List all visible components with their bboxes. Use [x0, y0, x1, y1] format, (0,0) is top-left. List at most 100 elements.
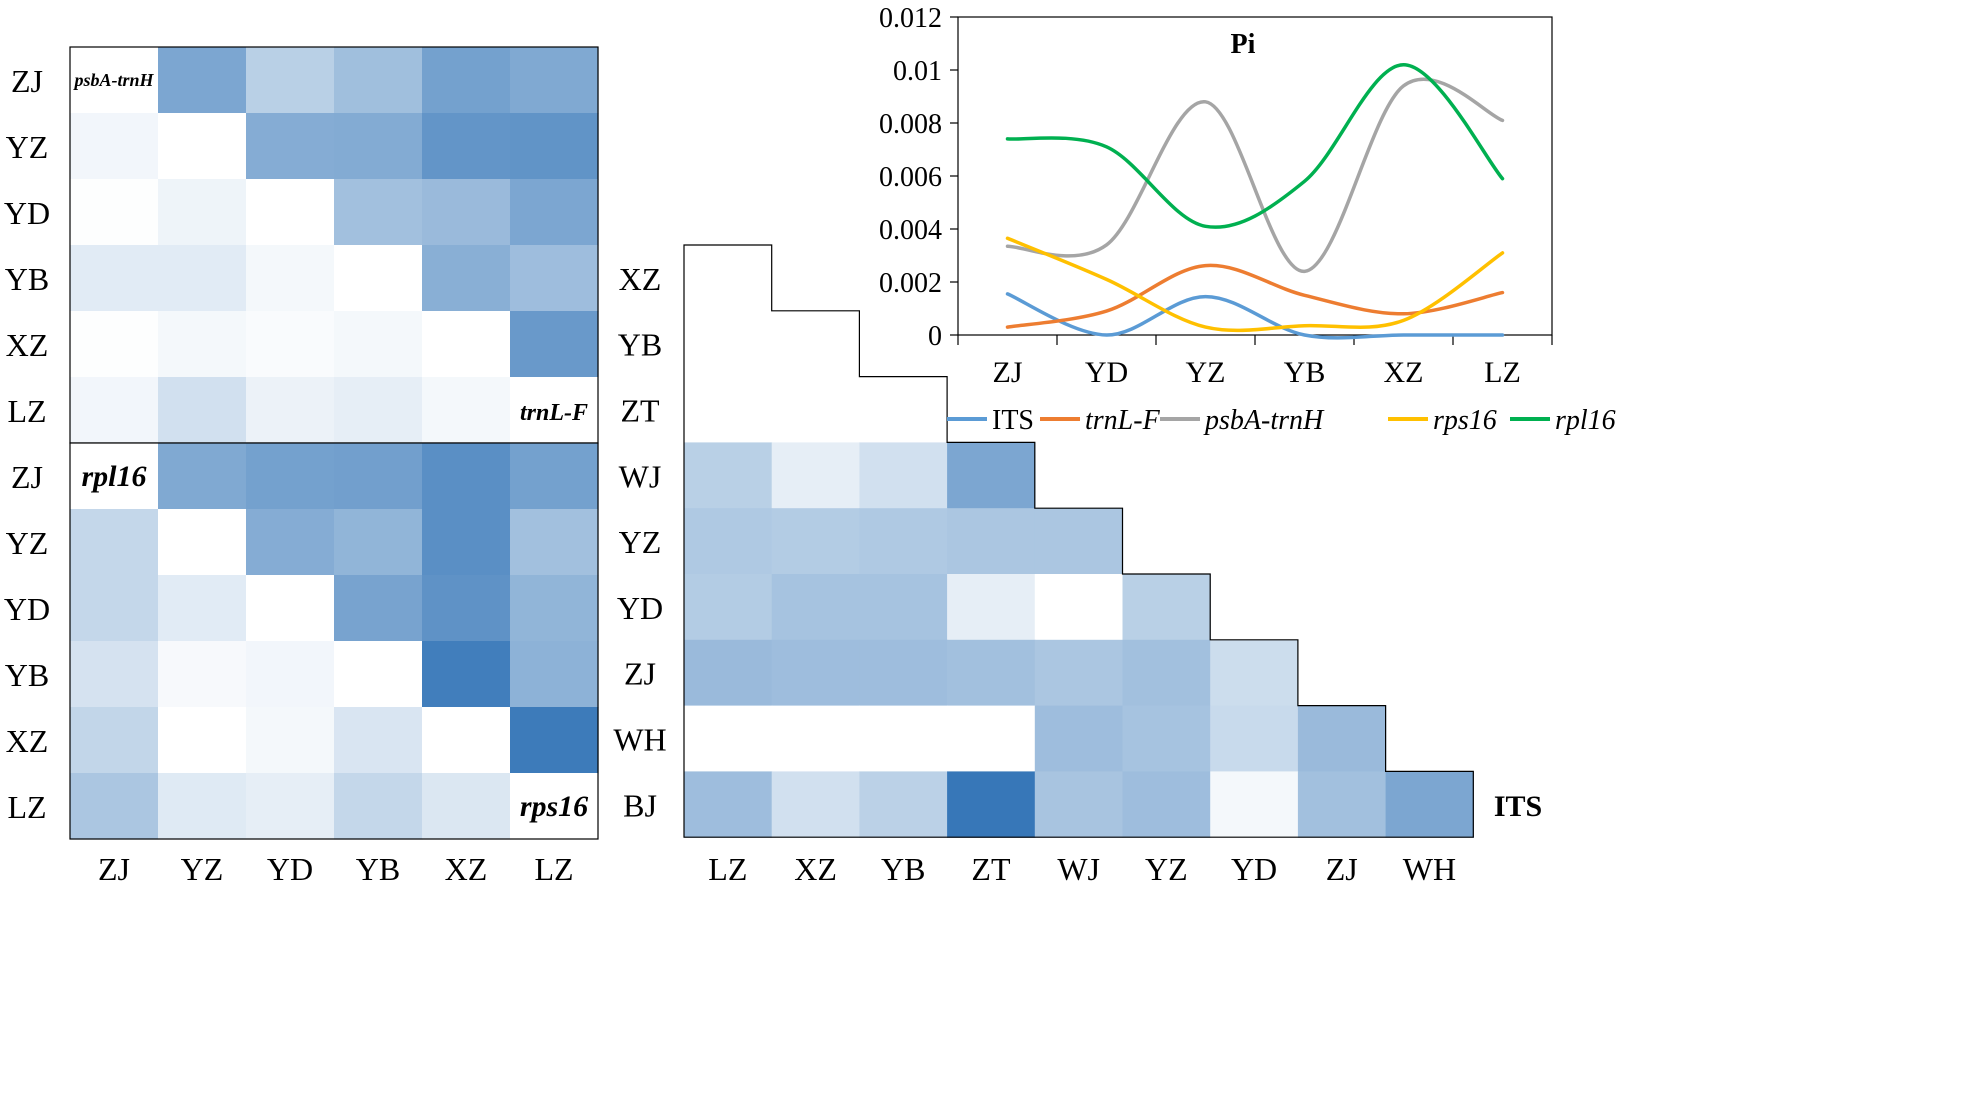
- heatmap-cell: [422, 377, 511, 444]
- plot-area: [957, 16, 1553, 336]
- heatmap-cell: [684, 376, 773, 443]
- heatmap-cell: [334, 377, 423, 444]
- x-tick-label: XZ: [1384, 356, 1424, 389]
- heatmap-cell: [70, 773, 159, 840]
- heatmap-cell: [246, 179, 335, 246]
- heatmap-cell: [158, 575, 247, 642]
- heatmap-cell: [1210, 771, 1299, 838]
- heatmap-cell: [947, 771, 1036, 838]
- heatmap-cell: [334, 443, 423, 510]
- row-label: ZT: [620, 393, 660, 429]
- heatmap-cell: [334, 311, 423, 378]
- row-label: ZJ: [11, 459, 43, 495]
- heatmap-cell: [70, 377, 159, 444]
- x-tick-label: YB: [1284, 356, 1326, 389]
- series-line: [1005, 263, 1505, 329]
- heatmap-cell: [859, 376, 948, 443]
- column-label: YB: [881, 851, 925, 887]
- heatmap-its: XZ YB ZT WJ YZ YD ZJ WH BJ LZ XZ YB ZT WJ YZ YD ZJ WH ITS: [613, 244, 1542, 887]
- column-label: XZ: [794, 851, 837, 887]
- heatmap-cell: [70, 509, 159, 576]
- heatmap-cell: [1210, 639, 1299, 707]
- heatmap-border: [683, 244, 1474, 838]
- heatmap-cell: [158, 509, 247, 576]
- heatmap-cell: [510, 377, 599, 444]
- heatmap-cell: [684, 574, 773, 641]
- heatmap-cell: [1034, 705, 1124, 772]
- heatmap-cell: [70, 179, 159, 246]
- heatmap-cell: [771, 771, 860, 838]
- column-label: WH: [1403, 851, 1456, 887]
- heatmap-cell: [334, 509, 423, 576]
- column-label: YD: [267, 851, 313, 887]
- heatmap-cell: [158, 641, 247, 708]
- upper-triangle-label: rpl16: [81, 460, 146, 493]
- heatmap-cell: [334, 245, 423, 312]
- heatmap-cell: [947, 705, 1036, 772]
- heatmap-cell: [70, 311, 159, 378]
- heatmap-cell: [246, 113, 335, 180]
- heatmap-cell: [246, 311, 335, 378]
- heatmap-cell: [158, 245, 247, 312]
- heatmap-title: ITS: [1494, 790, 1542, 823]
- column-label: ZJ: [1326, 851, 1358, 887]
- column-label: XZ: [445, 851, 488, 887]
- y-tick-label: 0.002: [879, 268, 942, 299]
- heatmap-cell: [334, 47, 423, 114]
- heatmap-cell: [158, 179, 247, 246]
- heatmap-cell: [70, 641, 159, 708]
- heatmap-cell: [158, 311, 247, 378]
- heatmap-cell: [510, 641, 599, 708]
- row-label: XZ: [6, 723, 49, 759]
- heatmap-cell: [246, 773, 335, 840]
- heatmap-cell: [334, 113, 423, 180]
- heatmap-cell: [246, 641, 335, 708]
- heatmap-cell: [947, 508, 1036, 575]
- heatmap-cell: [334, 773, 423, 840]
- heatmap-cell: [158, 113, 247, 180]
- heatmap-cell: [246, 245, 335, 312]
- heatmap-cell: [246, 47, 335, 114]
- heatmap-cell: [510, 179, 599, 246]
- heatmap-cell: [1297, 771, 1387, 838]
- column-label: ZJ: [98, 851, 130, 887]
- heatmap-cell: [334, 179, 423, 246]
- x-tick-label: YZ: [1186, 356, 1226, 389]
- row-label: LZ: [7, 393, 46, 429]
- heatmap-cell: [70, 443, 159, 510]
- heatmap-cell: [422, 47, 511, 114]
- y-tick-label: 0.004: [879, 215, 942, 246]
- row-label: LZ: [7, 789, 46, 825]
- row-label: YD: [4, 195, 50, 231]
- chart-title: Pi: [1231, 29, 1256, 60]
- x-tick-label: ZJ: [993, 356, 1023, 389]
- x-tick-label: LZ: [1484, 356, 1521, 389]
- heatmap-rpl16-rps16: ZJ YZ YD YB XZ LZ rpl16 rps16 ZJ YZ YD YB XZ LZ: [4, 442, 599, 887]
- column-label: LZ: [534, 851, 573, 887]
- y-tick-label: 0: [928, 321, 942, 352]
- series-line: [1005, 236, 1505, 333]
- row-label: BJ: [623, 787, 657, 823]
- row-label: YD: [4, 591, 50, 627]
- y-tick-label: 0.008: [879, 109, 942, 140]
- heatmap-cell: [771, 574, 860, 641]
- heatmap-cell: [947, 574, 1036, 641]
- row-label: YZ: [619, 524, 662, 560]
- heatmap-cell: [422, 641, 511, 708]
- x-tick-label: YD: [1085, 356, 1128, 389]
- heatmap-cell: [684, 508, 773, 575]
- heatmap-cell: [510, 707, 599, 774]
- heatmap-cell: [422, 443, 511, 510]
- heatmap-cell: [1122, 771, 1211, 838]
- heatmap-cell: [422, 179, 511, 246]
- legend-label: rps16: [1433, 405, 1497, 436]
- row-label: YZ: [6, 129, 49, 165]
- column-label: WJ: [1057, 851, 1100, 887]
- heatmap-cell: [246, 707, 335, 774]
- heatmap-cell: [859, 639, 948, 707]
- heatmap-cell: [70, 47, 159, 114]
- legend-label: ITS: [992, 405, 1034, 436]
- column-label: YZ: [181, 851, 224, 887]
